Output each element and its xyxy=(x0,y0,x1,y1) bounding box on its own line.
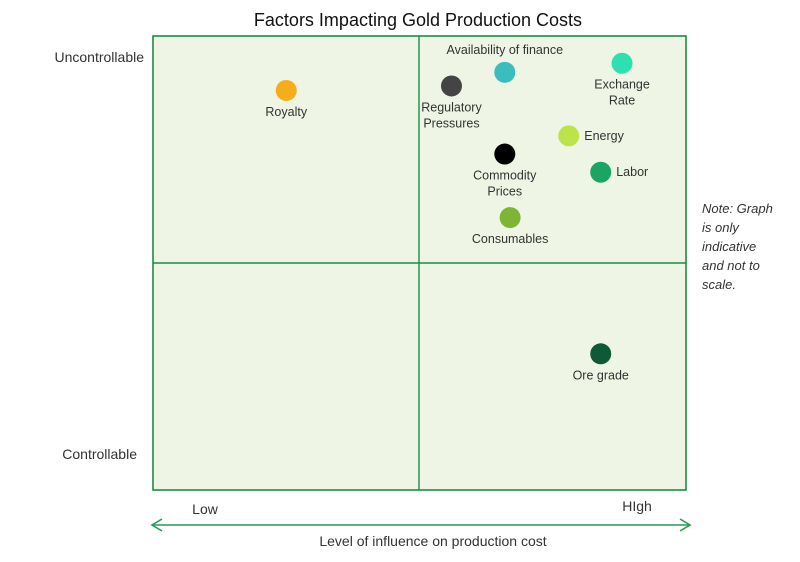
point-exchange-rate xyxy=(611,52,633,74)
x-axis-arrow xyxy=(150,518,692,532)
note-line: Note: Graph xyxy=(702,201,773,216)
note-line: and not to xyxy=(702,258,760,273)
point-label-consumables: Consumables xyxy=(472,232,548,246)
point-label-energy: Energy xyxy=(584,129,624,143)
note-line: scale. xyxy=(702,277,736,292)
point-label-regulatory-pressures: Regulatory Pressures xyxy=(421,100,482,130)
chart-title: Factors Impacting Gold Production Costs xyxy=(254,10,582,30)
point-regulatory-pressures xyxy=(440,75,462,97)
point-labor xyxy=(590,161,612,183)
point-commodity-prices xyxy=(494,143,516,165)
data-points: Royalty Availability of finance Exchange Ra… xyxy=(265,43,649,382)
point-label-royalty: Royalty xyxy=(265,105,307,119)
point-label-exchange-rate: Exchange Rate xyxy=(594,78,650,108)
x-axis-title: Level of influence on production cost xyxy=(319,533,546,549)
note-line: indicative xyxy=(702,239,756,254)
point-label-labor: Labor xyxy=(616,165,648,179)
note-line: is only xyxy=(702,220,740,235)
y-label-bottom: Controllable xyxy=(62,446,137,462)
point-label-commodity-prices: Commodity Prices xyxy=(473,169,537,199)
x-label-low: Low xyxy=(192,501,219,517)
point-consumables xyxy=(499,207,521,229)
note-text: Note: Graph is only indicative and not to sc… xyxy=(702,201,773,292)
y-label-top: Uncontrollable xyxy=(55,49,145,65)
point-availability-of-finance xyxy=(494,61,516,83)
point-royalty xyxy=(275,79,297,101)
point-label-availability-of-finance: Availability of finance xyxy=(447,43,564,57)
x-label-high: HIgh xyxy=(622,498,652,514)
point-ore-grade xyxy=(590,343,612,365)
point-energy xyxy=(558,125,580,147)
point-label-ore-grade: Ore grade xyxy=(573,368,629,382)
